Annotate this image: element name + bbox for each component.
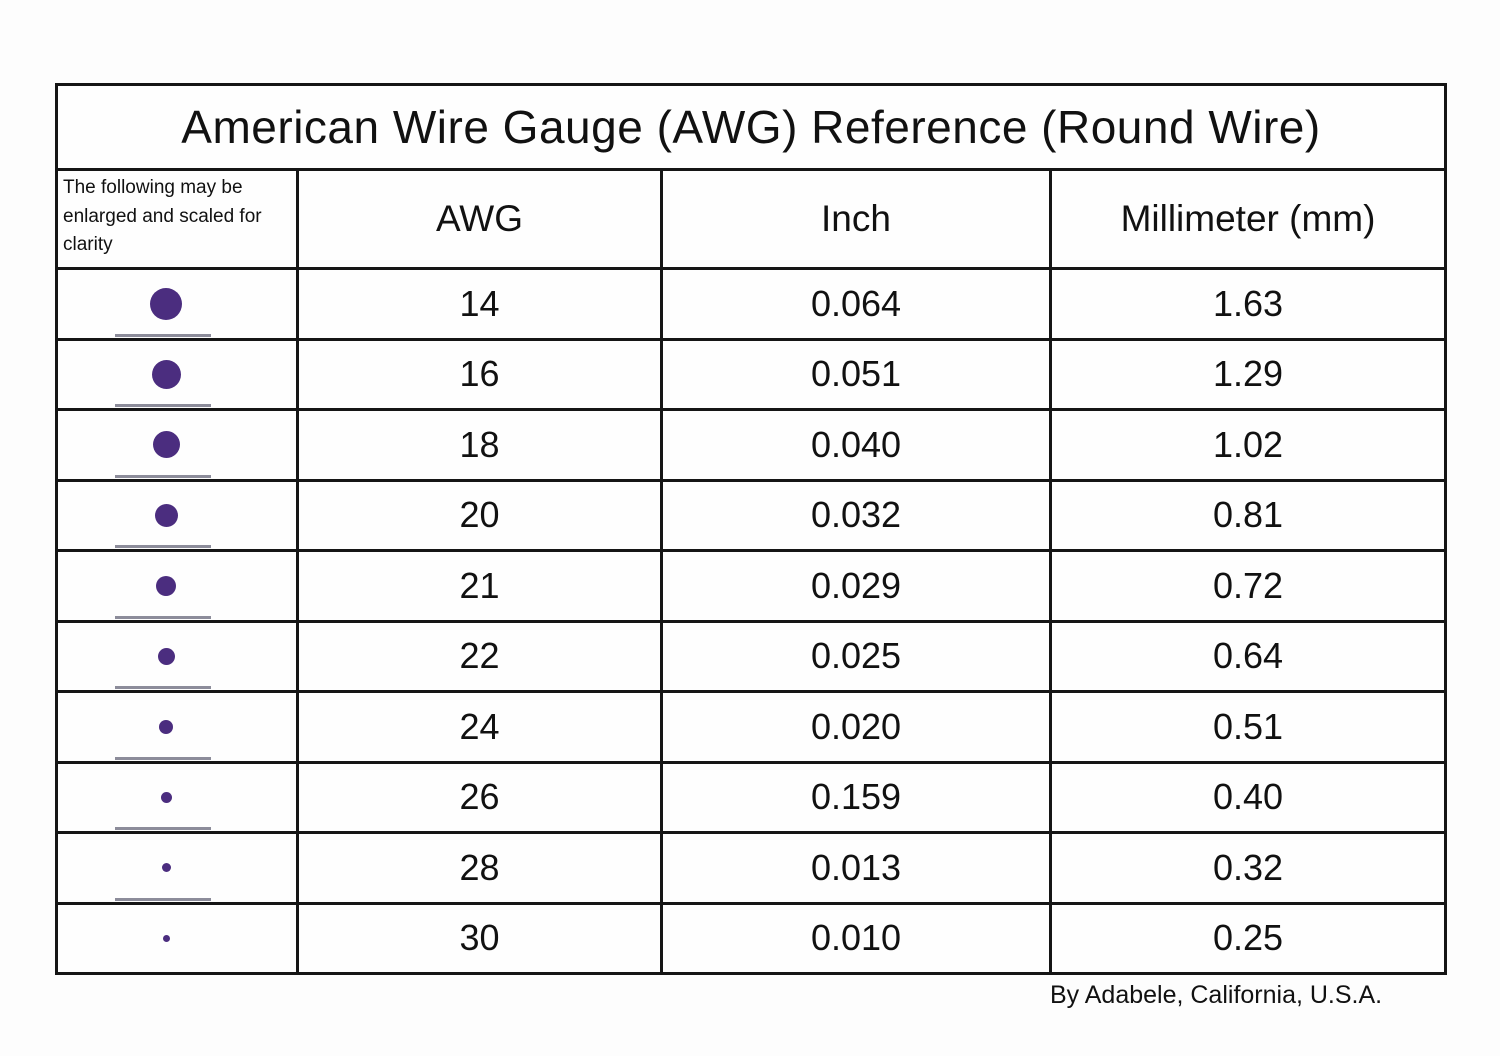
mm-value: 0.32	[1049, 831, 1444, 902]
mm-value: 0.64	[1049, 619, 1444, 690]
wire-sample-cell	[58, 619, 296, 691]
wire-size-dot	[159, 719, 173, 734]
wire-sample-cell	[58, 408, 296, 479]
awg-value: 20	[296, 478, 660, 549]
awg-value: 18	[296, 408, 660, 479]
dot-underline	[115, 756, 211, 760]
wire-sample-cell	[58, 337, 296, 409]
mm-value: 1.02	[1049, 408, 1444, 479]
inch-value: 0.032	[660, 478, 1049, 549]
inch-value: 0.020	[660, 690, 1049, 761]
column-header-awg: AWG	[296, 168, 660, 267]
wire-size-dot	[154, 503, 178, 527]
mm-value: 0.81	[1049, 478, 1444, 549]
dot-underline	[115, 474, 211, 478]
inch-value: 0.051	[660, 337, 1049, 408]
wire-sample-cell	[58, 831, 296, 902]
wire-size-dot	[160, 791, 172, 803]
wire-size-dot	[151, 359, 181, 389]
table-title: American Wire Gauge (AWG) Reference (Rou…	[181, 101, 1321, 153]
inch-value: 0.013	[660, 831, 1049, 902]
wire-sample-cell	[58, 901, 296, 973]
awg-value: 22	[296, 619, 660, 690]
column-header-mm: Millimeter (mm)	[1049, 168, 1444, 267]
wire-size-dot	[152, 431, 180, 459]
awg-value: 28	[296, 831, 660, 902]
inch-value: 0.025	[660, 619, 1049, 690]
dot-underline	[115, 897, 211, 901]
mm-value: 0.51	[1049, 690, 1444, 761]
wire-size-dot	[161, 863, 171, 873]
inch-value: 0.159	[660, 760, 1049, 831]
inch-value: 0.010	[660, 901, 1049, 972]
mm-value: 1.63	[1049, 267, 1444, 338]
wire-sample-cell	[58, 478, 296, 550]
awg-value: 16	[296, 337, 660, 408]
dot-underline	[115, 333, 211, 337]
dot-underline	[115, 615, 211, 619]
awg-value: 14	[296, 267, 660, 338]
wire-size-dot	[156, 575, 176, 596]
awg-value: 30	[296, 901, 660, 972]
dot-underline	[115, 827, 211, 830]
wire-sample-cell	[58, 267, 296, 338]
wire-sample-cell	[58, 690, 296, 761]
mm-value: 1.29	[1049, 337, 1444, 408]
wire-sample-cell	[58, 549, 296, 620]
awg-reference-table: American Wire Gauge (AWG) Reference (Rou…	[55, 83, 1447, 975]
mm-value: 0.25	[1049, 901, 1444, 972]
wire-size-dot	[150, 287, 182, 320]
dot-underline	[115, 404, 211, 407]
wire-sample-cell	[58, 760, 296, 832]
dot-underline	[115, 545, 211, 548]
awg-value: 21	[296, 549, 660, 620]
awg-value: 26	[296, 760, 660, 831]
inch-value: 0.040	[660, 408, 1049, 479]
inch-value: 0.029	[660, 549, 1049, 620]
awg-value: 24	[296, 690, 660, 761]
wire-size-dot	[162, 934, 170, 942]
attribution-text: By Adabele, California, U.S.A.	[1050, 981, 1383, 1009]
enlargement-note: The following may be enlarged and scaled…	[58, 168, 296, 267]
inch-value: 0.064	[660, 267, 1049, 338]
dot-underline	[115, 686, 211, 689]
mm-value: 0.40	[1049, 760, 1444, 831]
mm-value: 0.72	[1049, 549, 1444, 620]
column-header-inch: Inch	[660, 168, 1049, 267]
wire-size-dot	[157, 647, 175, 665]
